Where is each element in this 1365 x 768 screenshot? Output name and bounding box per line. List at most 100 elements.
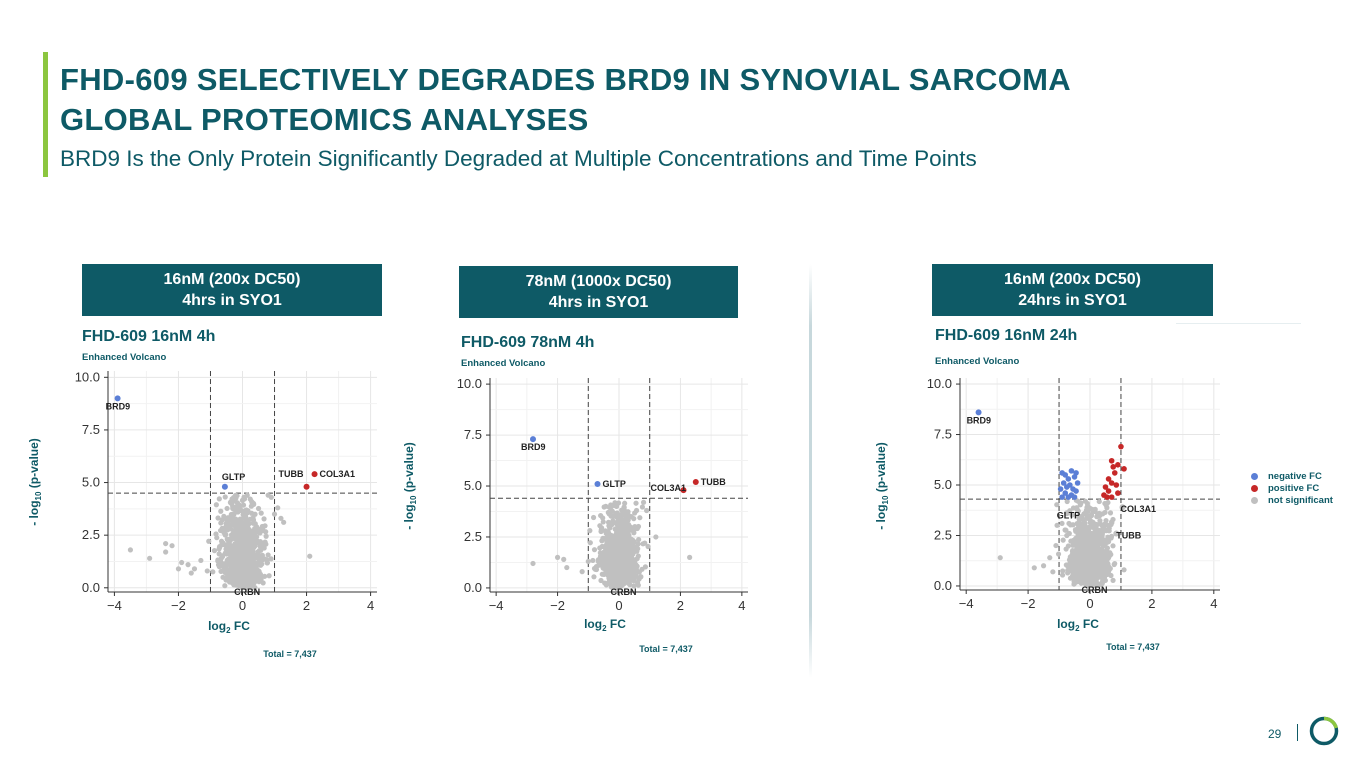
data-point-ns — [623, 576, 629, 582]
y-axis-label-3: - log10 (p-value) — [874, 442, 890, 530]
legend-label-positive: positive FC — [1268, 482, 1320, 494]
legend-item-positive: positive FC — [1251, 482, 1333, 494]
data-point-ns — [640, 499, 647, 505]
data-point-ns — [614, 520, 620, 526]
data-point-negative — [1062, 472, 1069, 478]
data-point-ns — [1092, 569, 1098, 575]
data-point-ns — [590, 514, 597, 521]
data-point-ns — [216, 546, 222, 552]
data-point-ns — [234, 551, 240, 557]
data-point-ns — [597, 523, 603, 529]
data-point-ns — [237, 583, 243, 589]
data-point-ns — [1099, 580, 1105, 587]
data-point-ns — [235, 571, 242, 577]
data-point-ns — [604, 532, 611, 539]
data-point-ns — [600, 519, 606, 525]
data-point-ns — [218, 520, 224, 526]
point-label-crbn: CRBN — [1082, 585, 1108, 595]
data-point-ns — [244, 492, 250, 498]
y-tick-label: 7.5 — [464, 427, 482, 442]
data-point-ns — [240, 502, 247, 508]
x-tick-label: 4 — [738, 598, 745, 613]
data-point-ns — [271, 511, 278, 517]
data-point-ns — [619, 507, 625, 513]
decorative-hairline — [1176, 323, 1301, 324]
data-point-ns — [1083, 580, 1089, 587]
banner-3-line2: 24hrs in SYO1 — [1018, 292, 1127, 309]
data-point-ns — [601, 504, 607, 510]
data-point-ns — [1064, 532, 1070, 539]
data-point-ns — [599, 571, 605, 577]
data-point-ns — [1082, 498, 1089, 504]
data-point-ns — [163, 540, 169, 547]
data-point-ns — [1091, 538, 1097, 545]
data-point-ns — [621, 539, 628, 546]
data-point-ns — [1105, 563, 1112, 569]
title-accent-bar — [43, 52, 48, 177]
data-point-ns — [251, 572, 257, 578]
data-point-ns — [242, 508, 248, 514]
data-point-ns — [612, 500, 618, 506]
data-point-ns — [625, 571, 631, 577]
banner-2-line1: 78nM (1000x DC50) — [525, 273, 672, 290]
data-point-ns — [281, 519, 287, 525]
data-point-negative — [1057, 486, 1064, 492]
data-point-ns — [262, 573, 268, 579]
page-number-separator — [1297, 724, 1298, 741]
data-point-ns — [530, 560, 536, 567]
data-point-ns — [218, 563, 225, 569]
data-point-ns — [224, 505, 230, 512]
page-number: 29 — [1268, 727, 1282, 741]
data-point-ns — [1075, 569, 1081, 575]
data-point-ns — [235, 556, 241, 563]
x-tick-label: 0 — [239, 598, 246, 613]
data-point-ns — [1096, 498, 1102, 505]
data-point-ns — [645, 543, 651, 550]
data-point-ns — [249, 510, 255, 516]
data-point-ns — [1060, 568, 1066, 574]
data-point-ns — [1082, 558, 1089, 564]
data-point-negative — [1071, 494, 1078, 500]
legend-label-not-significant: not significant — [1268, 494, 1333, 506]
data-point-ns — [127, 547, 134, 553]
data-point-ns — [1090, 578, 1097, 584]
data-point-ns — [275, 505, 281, 511]
data-point-ns — [1099, 540, 1105, 547]
y-tick-label: 5.0 — [82, 475, 100, 490]
point-label-col3a1: COL3A1 — [651, 483, 687, 493]
data-point-ns — [248, 578, 254, 584]
x-tick-label: −2 — [171, 598, 186, 613]
data-point-ns — [1074, 505, 1080, 511]
data-point-ns — [241, 514, 247, 521]
data-point-ns — [235, 509, 241, 515]
data-point-ns — [262, 556, 269, 562]
data-point-ns — [591, 547, 598, 553]
data-point-ns — [587, 540, 593, 546]
data-point-ns — [265, 492, 271, 498]
data-point-ns — [606, 546, 613, 553]
data-point-ns — [229, 533, 236, 539]
panel-divider — [809, 264, 812, 678]
data-point-ns — [614, 582, 620, 588]
data-point-ns — [175, 566, 182, 572]
x-tick-label: −4 — [107, 598, 122, 613]
data-point-ns — [1079, 526, 1086, 532]
data-point-ns — [260, 580, 266, 586]
data-point-ns — [256, 577, 262, 583]
data-point-ns — [239, 543, 245, 550]
data-point-ns — [633, 507, 640, 514]
data-point-ns — [258, 547, 264, 553]
data-point-ns — [603, 582, 609, 588]
x-tick-label: 4 — [367, 598, 374, 613]
data-point-ns — [218, 559, 224, 565]
data-point-ns — [631, 583, 637, 589]
y-tick-label: 5.0 — [934, 477, 952, 492]
data-point-ns — [278, 515, 284, 521]
data-point-ns — [620, 529, 626, 536]
data-point-ns — [263, 533, 269, 539]
y-tick-label: 0.0 — [82, 580, 100, 595]
data-point-ns — [1121, 567, 1127, 573]
volcano-plot-3 — [956, 378, 1220, 594]
y-tick-label: 10.0 — [75, 369, 100, 384]
labeled-point-tubb — [303, 483, 310, 490]
